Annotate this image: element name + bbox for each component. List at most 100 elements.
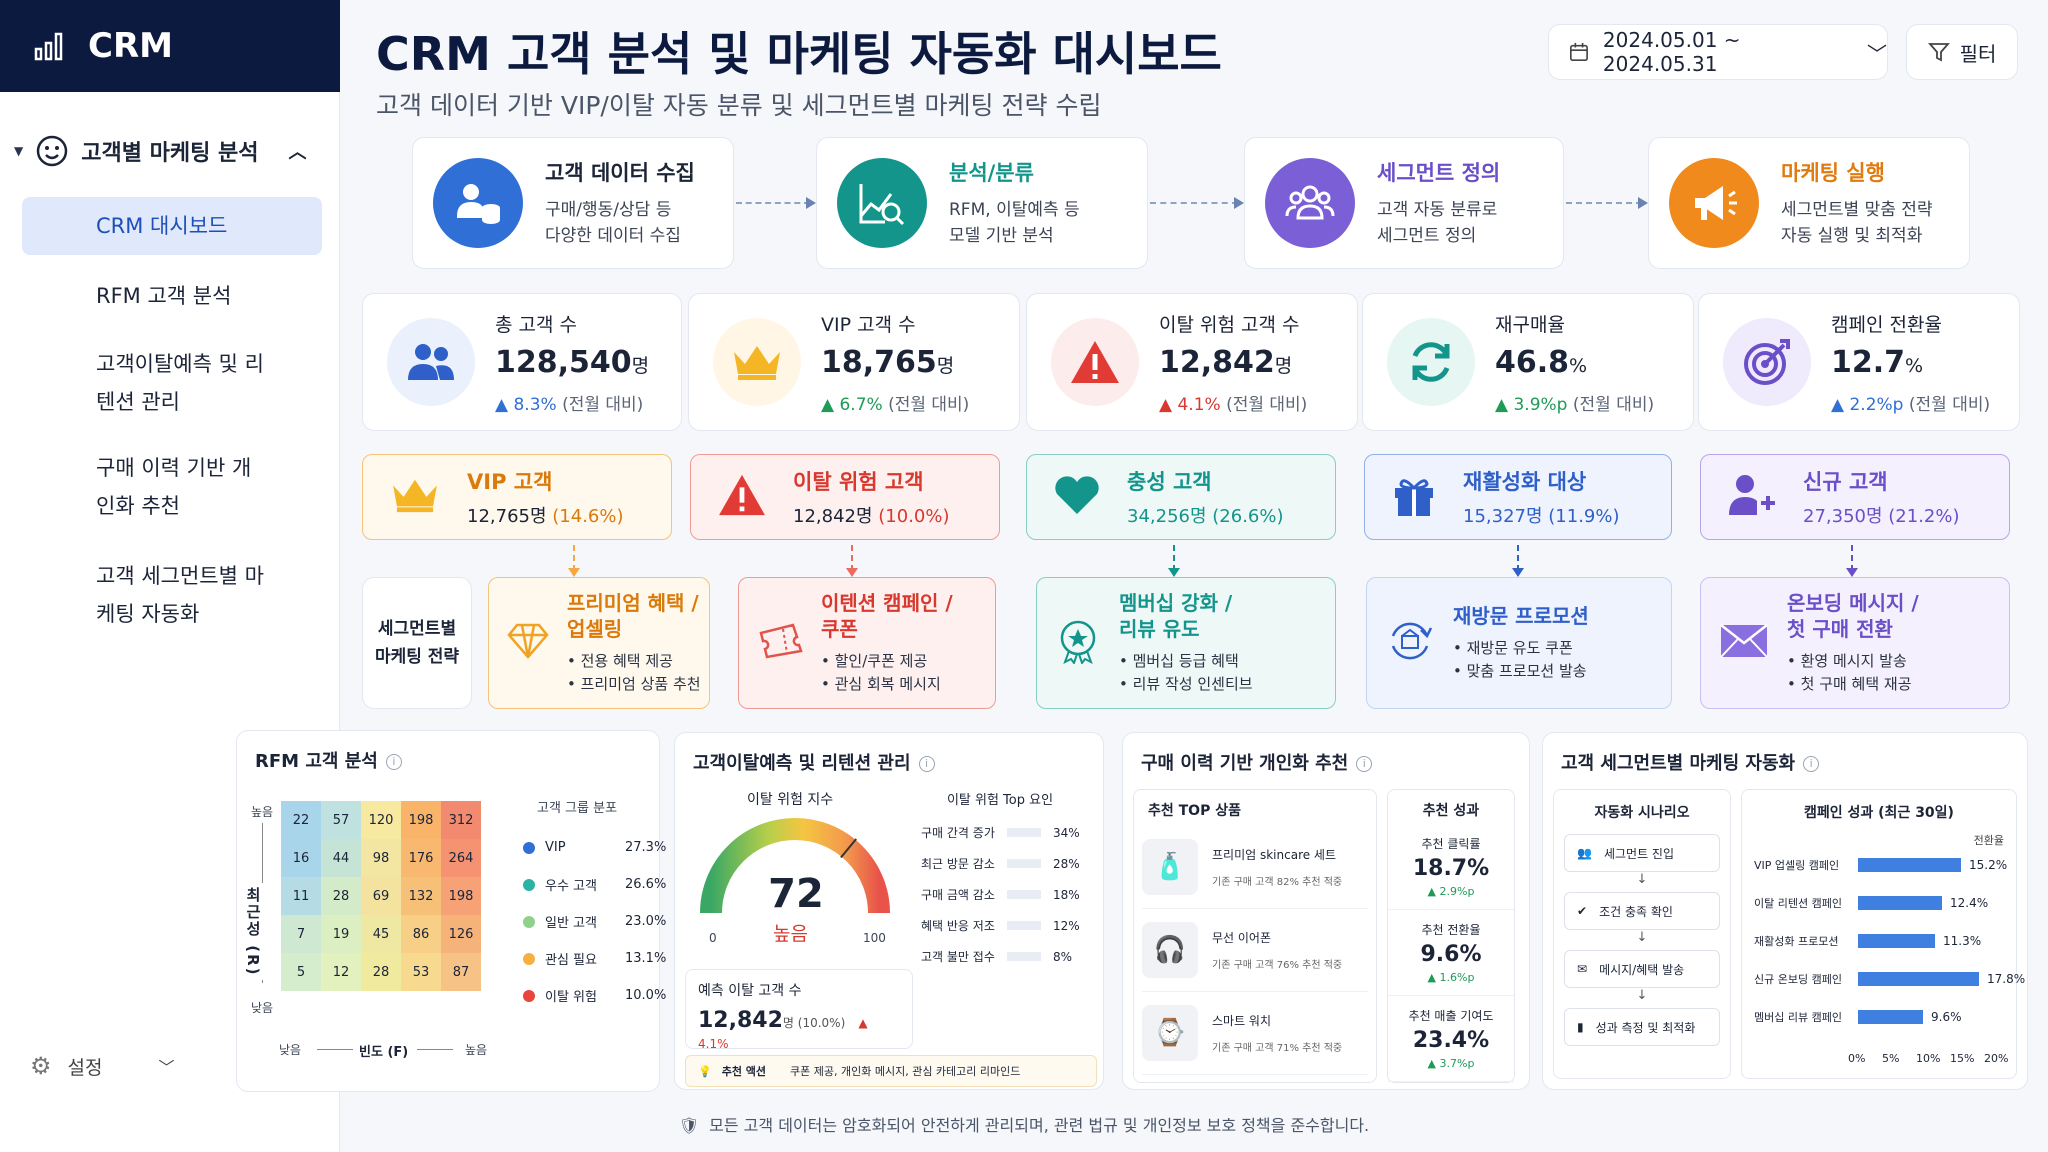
reco-product-item[interactable]: 🎧 무선 이어폰 기존 구매 고객 76% 추천 적중 [1142, 909, 1368, 992]
analytics-search-icon [837, 158, 927, 248]
segment-reactivation[interactable]: 재활성화 대상 15,327명 (11.9%) [1364, 454, 1672, 540]
kpi-repurchase-rate: 재구매율 46.8% ▲ 3.9%p (전월 대비) [1362, 293, 1694, 431]
segment-new[interactable]: 신규 고객 27,350명 (21.2%) [1700, 454, 2010, 540]
check-circle-icon: ✔ [1577, 904, 1588, 918]
nav-group-label: 고객별 마케팅 분석 [81, 141, 259, 166]
legend-name: 우수 고객 [545, 879, 597, 894]
heatmap-cell: 7 [281, 915, 321, 953]
kpi-label: VIP 고객 수 [821, 313, 916, 336]
heatmap-cell: 22 [281, 801, 321, 839]
campaign-x-ticks: 0% 5% 10% 15% 20% [1848, 1052, 2012, 1068]
sidebar-item-churn[interactable]: 고객이탈예측 및 리텐션 관리 [22, 345, 292, 421]
campaign-bar [1858, 972, 1979, 986]
sidebar-item-automation[interactable]: 고객 세그먼트별 마케팅 자동화 [22, 557, 292, 633]
strategy-revisit[interactable]: 재방문 프로모션재방문 유도 쿠폰맞춤 프로모션 발송 [1366, 577, 1672, 709]
warning-icon [717, 473, 767, 521]
scenario-step-enter[interactable]: 👥 세그먼트 진입 [1564, 834, 1720, 872]
info-icon[interactable]: i [1803, 756, 1820, 772]
segment-loyal[interactable]: 충성 고객 34,256명 (26.6%) [1026, 454, 1336, 540]
kpi-change: ▲ 3.9%p [1495, 394, 1568, 415]
segment-title: 이탈 위험 고객 [793, 470, 924, 494]
strategy-retention[interactable]: 이텐션 캠페인 /쿠폰할인/쿠폰 제공관심 회복 메시지 [738, 577, 996, 709]
segment-title: 충성 고객 [1127, 470, 1212, 494]
reco-perf-list: 추천 클릭률 18.7% ▲ 2.9%p 추천 전환율 9.6% ▲ 1.6%p 추천 매출… [1388, 824, 1514, 1082]
scenario-step-condition[interactable]: ✔ 조건 충족 확인 [1564, 892, 1720, 930]
flow-title: 분석/분류 [949, 161, 1034, 185]
heatmap-cell: 45 [361, 915, 401, 953]
factors-title: 이탈 위험 Top 요인 [946, 793, 1054, 808]
strategy-title: 프리미엄 혜택 / 업셀링 [567, 590, 701, 642]
strategy-title-line: 업셀링 [567, 617, 623, 641]
campaign-bar [1858, 934, 1935, 948]
date-range-value: 2024.05.01 ~ 2024.05.31 [1602, 28, 1741, 76]
perf-label: 추천 전환율 [1421, 923, 1481, 937]
filter-icon [1927, 43, 1950, 62]
rfm-y-high: 높음 [251, 805, 274, 819]
kpi-delta: ▲ 6.7% (전월 대비) [821, 390, 969, 415]
strategy-premium[interactable]: 프리미엄 혜택 /업셀링전용 혜택 제공프리미엄 상품 추천 [488, 577, 710, 709]
rfm-x-low: 낮음 [279, 1043, 302, 1057]
kpi-total-customers: 총 고객 수 128,540명 ▲ 8.3% (전월 대비) [362, 293, 682, 431]
smartwatch-icon: ⌚ [1142, 1005, 1198, 1061]
info-icon[interactable]: i [385, 754, 402, 770]
strategy-title: 이텐션 캠페인 / 쿠폰 [821, 590, 953, 642]
reco-product-item[interactable]: 🧴 프리미엄 skincare 세트 기존 구매 고객 82% 추천 적중 [1142, 826, 1368, 909]
flow-desc: 고객 자동 분류로 [1377, 200, 1498, 220]
scenario-step-send[interactable]: ✉ 메시지/혜택 발송 [1564, 950, 1720, 988]
segment-title: 신규 고객 [1803, 470, 1888, 494]
campaign-chart-box: 캠페인 성과 (최근 30일) 전환율 VIP 업셀링 캠페인 15.2% 이탈 리… [1741, 789, 2025, 1079]
x-tick-label: 10% [1916, 1052, 1941, 1065]
nav-group-marketing[interactable]: ▼ 고객별 마케팅 분석 ︿ [14, 128, 324, 174]
sidebar-item-rfm[interactable]: RFM 고객 분석 [22, 277, 322, 315]
factor-row: 혜택 반응 저조 12% [921, 910, 1080, 941]
product-desc: 기존 구매 고객 82% 추천 적중 [1212, 877, 1343, 888]
strategy-onboarding[interactable]: 온보딩 메시지 /첫 구매 전환환영 메시지 발송첫 구매 혜택 재공 [1700, 577, 2010, 709]
campaign-name: 이탈 리텐션 캠페인 [1754, 897, 1842, 910]
scenario-step-measure[interactable]: ▮ 성과 측정 및 최적화 [1564, 1008, 1720, 1046]
campaign-bar-chart: VIP 업셀링 캠페인 15.2% 이탈 리텐션 캠페인 12.4% 재활성화 프로모션… [1754, 846, 2025, 1036]
perf-label: 추천 클릭률 [1421, 837, 1481, 851]
strategy-title-line: 리뷰 유도 [1119, 617, 1200, 641]
reco-product-item[interactable]: ⌚ 스마트 워치 기존 구매 고객 71% 추천 적중 [1142, 992, 1368, 1075]
factor-pct: 8% [1053, 949, 1073, 964]
campaign-bar-row: 신규 온보딩 캠페인 17.8% [1754, 960, 2025, 998]
strategy-membership[interactable]: 멤버십 강화 /리뷰 유도멤버십 등급 혜택리뷰 작성 인센티브 [1036, 577, 1336, 709]
predict-unit: 명 (10.0%) [782, 1016, 846, 1030]
user-plus-icon [1727, 473, 1777, 521]
panel-title-text: 고객이탈예측 및 리텐션 관리 [693, 753, 911, 774]
settings-button[interactable]: ⚙ 설정 ﹀ [30, 1048, 210, 1084]
chart-title: 캠페인 성과 (최근 30일) [1804, 805, 1954, 821]
kpi-note: (전월 대비) [888, 394, 970, 415]
heatmap-cell: 28 [321, 877, 361, 915]
segment-churn-risk[interactable]: 이탈 위험 고객 12,842명 (10.0%) [690, 454, 1000, 540]
legend-name: 일반 고객 [545, 916, 597, 931]
x-tick-label: 15% [1950, 1052, 1975, 1065]
heatmap-cell: 176 [401, 839, 441, 877]
legend-pct: 27.3% [625, 840, 667, 855]
flow-desc: 세그먼트별 맞춤 전략 [1781, 200, 1933, 220]
factor-pct: 12% [1053, 918, 1080, 933]
campaign-bar-row: 멤버십 리뷰 캠페인 9.6% [1754, 998, 2025, 1036]
kpi-value: 18,765명 [821, 345, 969, 380]
info-icon[interactable]: i [1356, 756, 1373, 772]
footer-text: 모든 고객 데이터는 암호화되어 안전하게 관리되며, 관련 법규 및 개인정보… [709, 1116, 1370, 1135]
filter-button[interactable]: 필터 [1906, 24, 2018, 80]
factor-pct: 28% [1053, 856, 1080, 871]
factor-bar [1007, 828, 1041, 837]
sidebar-item-reco[interactable]: 구매 이력 기반 개인화 추천 [22, 449, 292, 525]
bar-chart-icon [34, 32, 63, 61]
rfm-x-label: 빈도 (F) [359, 1045, 409, 1060]
info-icon[interactable]: i [918, 756, 935, 772]
sidebar-item-crm-dashboard[interactable]: CRM 대시보드 [22, 197, 322, 255]
heatmap-cell: 86 [401, 915, 441, 953]
date-range-picker[interactable]: 2024.05.01 ~ 2024.05.31 ﹀ [1548, 24, 1888, 80]
strategy-title-line: 첫 구매 전환 [1787, 617, 1893, 641]
kpi-value: 46.8% [1495, 345, 1654, 380]
envelope-icon [1719, 623, 1769, 663]
app-logo[interactable]: CRM [0, 0, 340, 92]
segment-vip[interactable]: VIP 고객 12,765명 (14.6%) [362, 454, 672, 540]
campaign-value: 17.8% [1987, 972, 2026, 986]
heatmap-cell: 57 [321, 801, 361, 839]
chevron-down-icon: ﹀ [1867, 41, 1887, 66]
strategy-title-line: 멤버십 강화 / [1119, 591, 1233, 615]
